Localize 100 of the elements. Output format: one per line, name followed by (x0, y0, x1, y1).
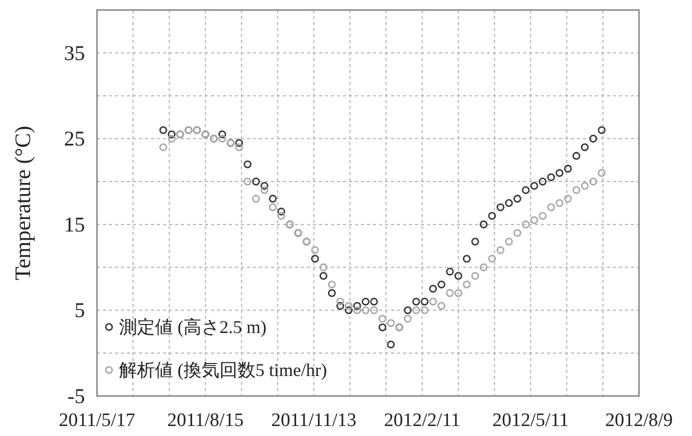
point (370, 298, 378, 306)
y-tick-label: -5 (68, 384, 85, 408)
point (412, 306, 420, 314)
point (311, 254, 319, 263)
point (362, 306, 370, 314)
point (462, 254, 471, 263)
x-tick-label: 2012/2/11 (384, 410, 460, 431)
point (353, 306, 362, 314)
point (446, 268, 454, 276)
x-tick-label: 2011/5/17 (58, 410, 136, 431)
point (386, 319, 395, 327)
point (556, 169, 564, 177)
point (370, 306, 378, 314)
x-tick-label: 2012/8/9 (605, 410, 673, 431)
y-tick-label: 5 (74, 298, 85, 322)
point (168, 134, 176, 143)
point (277, 212, 286, 220)
point (589, 178, 598, 186)
point (480, 220, 488, 228)
point (513, 229, 522, 237)
point (598, 169, 606, 177)
point (260, 186, 268, 194)
point (530, 216, 538, 224)
point (572, 152, 580, 160)
y-axis-title: Temperature (°C) (10, 126, 35, 280)
point (471, 238, 480, 246)
point (538, 178, 547, 186)
point (505, 238, 513, 246)
point (580, 182, 589, 190)
point (505, 199, 513, 207)
point (547, 203, 555, 212)
point (244, 178, 252, 186)
point (438, 302, 446, 310)
point (496, 246, 504, 254)
point (336, 298, 344, 306)
point (404, 314, 412, 323)
point (320, 263, 328, 272)
point (404, 306, 412, 314)
point (218, 134, 226, 143)
point (564, 164, 572, 173)
point (589, 134, 598, 143)
point (480, 263, 488, 272)
point (522, 186, 530, 194)
point (378, 323, 386, 332)
point (244, 160, 252, 168)
point (462, 280, 471, 288)
point (420, 298, 429, 306)
point (386, 340, 395, 348)
y-tick-label: 15 (64, 212, 85, 236)
point (235, 143, 244, 152)
point (235, 139, 244, 147)
point (320, 272, 328, 280)
point (344, 302, 353, 310)
point (530, 182, 538, 190)
point (328, 280, 336, 288)
point (277, 208, 286, 216)
point (564, 194, 572, 203)
point (159, 143, 168, 152)
point (538, 212, 547, 220)
point (572, 186, 580, 194)
legend-label: 解析値 (換気回数5 time/hr) (119, 360, 327, 380)
point (488, 254, 496, 263)
point (344, 306, 353, 314)
point (268, 203, 277, 212)
point (429, 284, 437, 293)
legend-label: 測定値 (高さ2.5 m) (119, 317, 266, 337)
y-tick-label: 25 (64, 126, 85, 151)
point (522, 220, 530, 228)
point (513, 194, 522, 203)
y-tick-label: 35 (64, 40, 85, 65)
point (496, 203, 504, 212)
point (260, 182, 268, 190)
point (547, 173, 555, 182)
point (353, 302, 362, 310)
point (446, 289, 454, 297)
point (429, 298, 437, 306)
x-tick-label: 2012/5/11 (492, 410, 569, 431)
point (412, 298, 420, 306)
point (556, 199, 564, 207)
point (378, 314, 386, 323)
point (336, 302, 344, 310)
point (159, 126, 168, 134)
point (328, 289, 336, 297)
point (598, 126, 606, 134)
point (580, 143, 589, 152)
point (488, 212, 496, 220)
point (311, 246, 319, 254)
point (168, 130, 176, 138)
point (471, 272, 480, 280)
x-tick-label: 2011/11/13 (271, 410, 356, 431)
x-tick-label: 2011/8/15 (167, 410, 244, 431)
point (252, 178, 260, 186)
point (362, 298, 370, 306)
point (438, 280, 446, 288)
point (218, 130, 226, 138)
point (454, 272, 462, 280)
point (420, 306, 429, 314)
point (268, 194, 277, 203)
point (252, 194, 260, 203)
point (454, 289, 462, 297)
